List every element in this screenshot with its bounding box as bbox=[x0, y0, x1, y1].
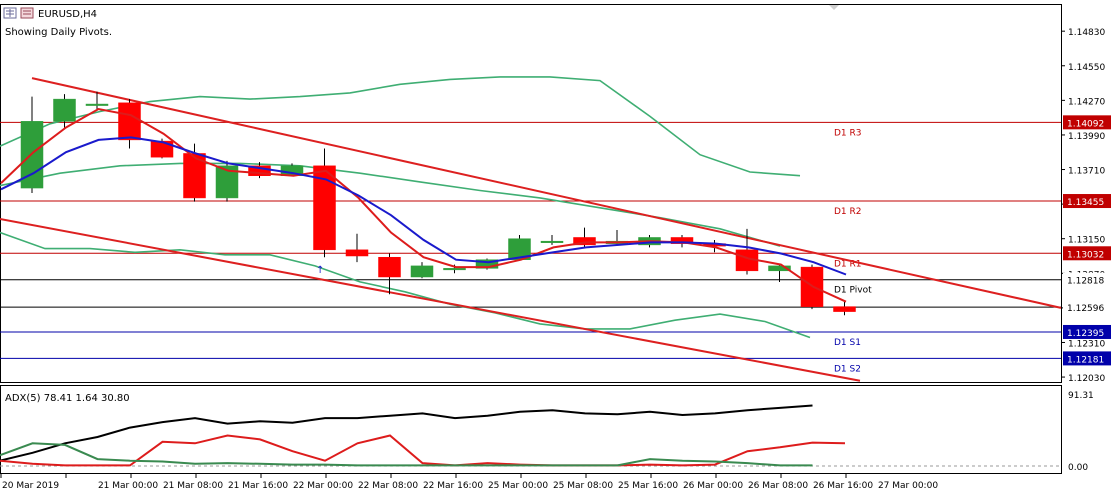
pivot-tag-bg bbox=[1063, 194, 1111, 209]
bull-candle bbox=[540, 240, 564, 243]
moving-averages-layer: ↑ bbox=[0, 107, 847, 303]
pivot-tag-bg bbox=[1063, 351, 1111, 366]
pivot-name: D1 S2 bbox=[834, 364, 861, 374]
adx-axis-top: 91.31 bbox=[1068, 391, 1094, 401]
x-tick-label: 21 Mar 00:00 bbox=[98, 481, 158, 491]
bear-candle bbox=[345, 249, 369, 257]
pivot-tag-bg bbox=[1063, 324, 1111, 339]
chart-shift-marker[interactable] bbox=[829, 5, 839, 10]
bear-candle bbox=[313, 165, 336, 251]
y-tick-label: 1.14550 bbox=[1068, 63, 1105, 73]
adx-plus-di-line bbox=[0, 434, 846, 467]
adx-axis-bottom: 0.00 bbox=[1068, 463, 1088, 473]
pivots-subtitle: Showing Daily Pivots. bbox=[5, 27, 112, 38]
pivot-tag-bg bbox=[1063, 246, 1111, 261]
pivot-name: D1 R2 bbox=[834, 207, 862, 217]
x-tick-label: 27 Mar 00:00 bbox=[878, 481, 938, 491]
pivot-tag-bg bbox=[1063, 272, 1111, 287]
bull-candle bbox=[215, 165, 239, 199]
x-tick-label: 25 Mar 08:00 bbox=[553, 481, 613, 491]
symbol-icon bbox=[3, 7, 34, 19]
pivot-tag: 1.13455 bbox=[1067, 198, 1104, 208]
x-tick-label: 26 Mar 00:00 bbox=[683, 481, 743, 491]
adx-main-line bbox=[0, 404, 813, 462]
pivot-tag: 1.14092 bbox=[1067, 119, 1104, 129]
trendline-layer[interactable] bbox=[0, 77, 1062, 382]
y-tick-label: 1.13150 bbox=[1068, 236, 1105, 246]
bull-candle bbox=[53, 98, 76, 122]
bear-candle bbox=[378, 256, 401, 278]
fast-ma-line bbox=[0, 107, 847, 303]
band-lower bbox=[0, 231, 811, 339]
bull-candle bbox=[410, 265, 434, 278]
bear-candle bbox=[150, 140, 174, 158]
pivot-name: D1 R1 bbox=[834, 259, 862, 269]
pivot-tag: 1.13032 bbox=[1067, 250, 1104, 260]
bear-candle bbox=[248, 165, 271, 176]
y-tick-label: 1.12030 bbox=[1068, 374, 1105, 384]
x-tick-label: 26 Mar 16:00 bbox=[813, 481, 873, 491]
bear-candle bbox=[573, 237, 596, 246]
buy-arrow-icon: ↑ bbox=[316, 265, 324, 276]
x-tick-label: 21 Mar 16:00 bbox=[228, 481, 288, 491]
x-tick-label: 22 Mar 08:00 bbox=[358, 481, 418, 491]
time-axis[interactable]: 20 Mar 2019 21 Mar 00:00 21 Mar 08:00 21 Ma… bbox=[0, 473, 938, 491]
pivot-name: D1 R3 bbox=[834, 128, 862, 138]
bid-tag: 1.12596 bbox=[1067, 304, 1104, 314]
pivot-name: D1 S1 bbox=[834, 338, 861, 348]
bear-candle bbox=[118, 102, 141, 141]
slow-ma-line bbox=[0, 136, 847, 276]
bear-candle bbox=[833, 306, 856, 312]
bid-tag-bg bbox=[1063, 300, 1111, 315]
y-tick-label: 1.14830 bbox=[1068, 28, 1105, 38]
pivot-tag: 1.12818 bbox=[1067, 277, 1104, 287]
x-tick-label: 22 Mar 00:00 bbox=[293, 481, 353, 491]
x-tick-label: 21 Mar 08:00 bbox=[163, 481, 223, 491]
trend-line bbox=[0, 217, 861, 382]
price-pane bbox=[0, 4, 1062, 383]
x-tick-label: 25 Mar 16:00 bbox=[618, 481, 678, 491]
symbol-title: EURUSD,H4 bbox=[38, 9, 97, 20]
bull-candle bbox=[85, 103, 109, 106]
pivot-tag: 1.12181 bbox=[1067, 355, 1104, 365]
x-tick-label: 25 Mar 00:00 bbox=[488, 481, 548, 491]
indicator-pane bbox=[0, 385, 1062, 474]
pivot-tag: 1.12395 bbox=[1067, 329, 1104, 339]
bear-candle bbox=[670, 237, 694, 244]
y-tick-label: 1.14270 bbox=[1068, 97, 1105, 107]
x-tick-label: 20 Mar 2019 bbox=[2, 481, 59, 491]
adx-label: ADX(5) 78.41 1.64 30.80 bbox=[5, 393, 130, 404]
adx-layer bbox=[0, 404, 1061, 467]
x-tick-label: 26 Mar 08:00 bbox=[748, 481, 808, 491]
trend-line bbox=[31, 77, 1062, 309]
y-tick-label: 1.13710 bbox=[1068, 167, 1105, 177]
y-tick-label: 1.13990 bbox=[1068, 132, 1105, 142]
bull-candle bbox=[443, 268, 466, 271]
x-tick-label: 22 Mar 16:00 bbox=[423, 481, 483, 491]
pivot-tag-bg bbox=[1063, 115, 1111, 130]
pivot-name: D1 Pivot bbox=[834, 286, 872, 296]
y-tick-label: 1.12310 bbox=[1068, 339, 1105, 349]
pivot-tags-layer: 1.14092 1.13455 1.13032 1.12818 1.12395 1.121… bbox=[1063, 115, 1111, 366]
bull-candle bbox=[768, 265, 791, 272]
adx-minus-di-line bbox=[0, 442, 813, 467]
